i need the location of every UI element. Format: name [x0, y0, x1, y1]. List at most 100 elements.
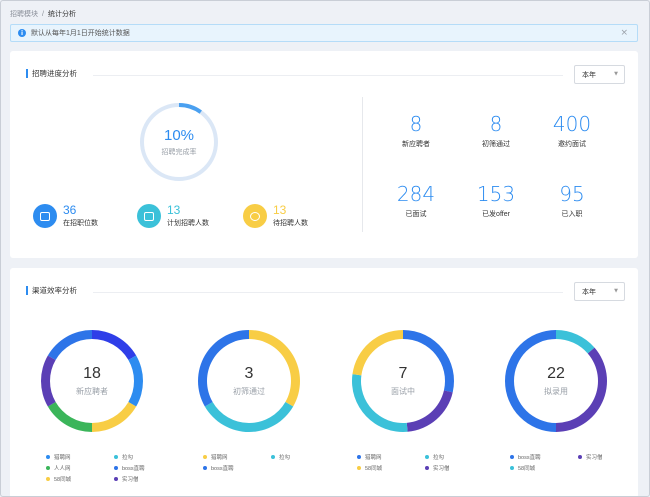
- donut-segment[interactable]: [47, 330, 92, 360]
- recruit-progress-card: 招聘进度分析 本年 ▼ 10% 招聘完成率 36 在招职位数 13 计划招聘人数: [10, 51, 638, 258]
- legend-label: 猎聘网: [365, 455, 382, 461]
- channel-donut-chart: [41, 330, 143, 432]
- donut-segment[interactable]: [92, 402, 137, 432]
- legend-label: 拉勾: [279, 455, 291, 461]
- period-select[interactable]: 本年 ▼: [574, 65, 625, 84]
- completion-ring: [140, 103, 218, 181]
- legend-item[interactable]: 58同城: [46, 475, 108, 483]
- period-select[interactable]: 本年 ▼: [574, 282, 625, 301]
- donut-label: 初筛通过: [233, 387, 265, 396]
- legend-dot-icon: [46, 466, 50, 470]
- donut-segment[interactable]: [352, 374, 408, 432]
- donut-segment[interactable]: [556, 330, 595, 354]
- card-title: 招聘进度分析: [26, 69, 77, 78]
- stat-value: 13: [167, 203, 181, 217]
- donut-segment[interactable]: [92, 330, 137, 360]
- donut-center-label: 7 面试中: [347, 325, 459, 437]
- donut-segment[interactable]: [403, 330, 454, 393]
- kpi-value: 8: [409, 112, 423, 136]
- kpi-label: 邀约面试: [558, 141, 586, 148]
- close-icon[interactable]: ×: [620, 28, 628, 38]
- title-divider: [93, 75, 563, 76]
- donut-segment[interactable]: [41, 355, 56, 407]
- kpi-offers-sent[interactable]: 153 已发offer: [456, 183, 536, 219]
- legend-dot-icon: [46, 455, 50, 459]
- legend-label: 实习僧: [433, 466, 450, 472]
- donut-segment[interactable]: [249, 330, 300, 407]
- legend-label: 58同城: [365, 466, 383, 472]
- ring-progress: [140, 103, 218, 181]
- title-divider: [93, 292, 563, 293]
- legend-item[interactable]: 58同城: [510, 464, 572, 472]
- channel-donut-chart: [505, 330, 607, 432]
- donut-legend: 猎聘网 拉勾 58同城 实习僧: [357, 453, 487, 472]
- kpi-interview-invites[interactable]: 400 邀约面试: [532, 113, 612, 149]
- donut-segment[interactable]: [556, 347, 607, 432]
- legend-dot-icon: [425, 466, 429, 470]
- chevron-down-icon: ▼: [614, 71, 618, 77]
- breadcrumb-current: 统计分析: [47, 11, 76, 18]
- channel-efficiency-card: 渠道效率分析 本年 ▼ 18 新应聘者 猎聘网 拉勾 人人网 boss直聘 58同城 实习僧 3…: [10, 268, 640, 496]
- kpi-new-applicants[interactable]: 8 新应聘者: [376, 113, 456, 149]
- legend-item[interactable]: 拉勾: [271, 453, 333, 461]
- legend-dot-icon: [357, 455, 361, 459]
- donut-segment[interactable]: [505, 330, 556, 432]
- legend-item[interactable]: 实习僧: [425, 464, 487, 472]
- kpi-interviewed[interactable]: 284 已面试: [376, 183, 456, 219]
- donut-segment[interactable]: [204, 402, 294, 432]
- legend-label: boss直聘: [211, 466, 234, 472]
- completion-ring-label: 10% 招聘完成率: [138, 101, 220, 183]
- legend-dot-icon: [578, 455, 582, 459]
- legend-label: 58同城: [518, 466, 536, 472]
- kpi-onboarded[interactable]: 95 已入职: [532, 183, 612, 219]
- donut-label: 面试中: [391, 387, 415, 396]
- donut-count: 22: [547, 365, 565, 382]
- completion-percent: 10%: [163, 127, 195, 144]
- donut-segment[interactable]: [352, 330, 403, 376]
- kpi-value: 153: [476, 182, 516, 206]
- kpi-label: 已面试: [405, 211, 427, 218]
- kpi-screen-passed[interactable]: 8 初筛通过: [456, 113, 536, 149]
- kpi-label: 新应聘者: [402, 141, 430, 148]
- legend-item[interactable]: 猎聘网: [46, 453, 108, 461]
- legend-item[interactable]: 人人网: [46, 464, 108, 472]
- stat-label: 待招聘人数: [273, 220, 308, 227]
- kpi-value: 400: [552, 112, 592, 136]
- legend-item[interactable]: 实习僧: [114, 475, 176, 483]
- breadcrumb-separator: /: [42, 10, 44, 18]
- donut-segment[interactable]: [198, 330, 249, 407]
- donut-segment[interactable]: [47, 402, 92, 432]
- legend-dot-icon: [114, 455, 118, 459]
- legend-item[interactable]: boss直聘: [203, 464, 265, 472]
- donut-legend: 猎聘网 拉勾人人网 boss直聘 58同城 实习僧: [46, 453, 176, 483]
- notice-text: 默认从每年1月1日开始统计数据: [31, 30, 130, 37]
- legend-item[interactable]: 拉勾: [114, 453, 176, 461]
- legend-item[interactable]: 猎聘网: [203, 453, 265, 461]
- legend-label: 58同城: [54, 477, 72, 483]
- legend-item[interactable]: 58同城: [357, 464, 419, 472]
- legend-dot-icon: [203, 455, 207, 459]
- legend-item[interactable]: 拉勾: [425, 453, 487, 461]
- stat-pending-hires: 13 待招聘人数: [243, 204, 308, 228]
- legend-item[interactable]: 实习僧: [578, 453, 640, 461]
- channel-donut-chart: [198, 330, 300, 432]
- card-title: 渠道效率分析: [26, 286, 77, 295]
- legend-item[interactable]: boss直聘: [510, 453, 572, 461]
- channel-donut-chart: [352, 330, 454, 432]
- legend-item[interactable]: boss直聘: [114, 464, 176, 472]
- breadcrumb-parent[interactable]: 招聘模块: [10, 11, 38, 18]
- legend-item[interactable]: 猎聘网: [357, 453, 419, 461]
- legend-label: 实习僧: [122, 477, 139, 483]
- donut-segment[interactable]: [406, 390, 453, 432]
- donut-label: 拟录用: [544, 387, 568, 396]
- legend-dot-icon: [510, 466, 514, 470]
- legend-label: 拉勾: [122, 455, 134, 461]
- donut-center-label: 3 初筛通过: [193, 325, 305, 437]
- legend-dot-icon: [425, 455, 429, 459]
- legend-dot-icon: [510, 455, 514, 459]
- info-icon: i: [18, 29, 26, 37]
- donut-segment[interactable]: [128, 355, 143, 407]
- legend-dot-icon: [271, 455, 275, 459]
- donut-label: 新应聘者: [76, 387, 108, 396]
